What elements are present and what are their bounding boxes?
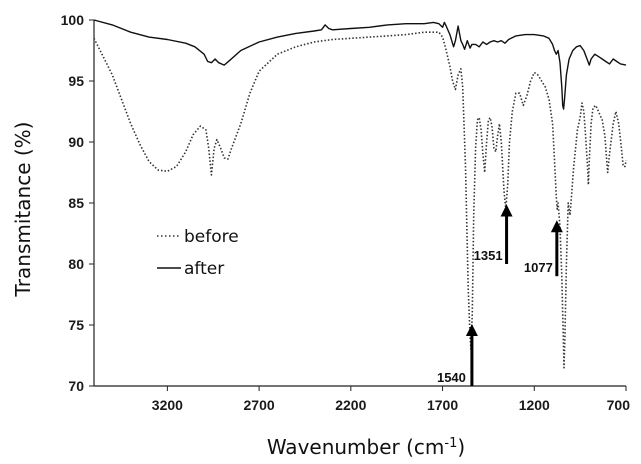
x-axis-title-sup: -1 <box>444 436 457 451</box>
y-tick-label: 85 <box>68 195 84 211</box>
y-ticks: 70 75 80 85 90 95 100 <box>61 12 94 394</box>
legend-label-after: after <box>184 259 224 279</box>
axes <box>93 20 626 387</box>
annotation-arrow-head <box>500 204 513 217</box>
y-tick-label: 75 <box>68 317 84 333</box>
x-tick-label: 1700 <box>427 397 458 413</box>
x-tick-label: 1200 <box>519 397 550 413</box>
series-line-after <box>93 19 627 110</box>
x-tick-label: 2200 <box>335 397 366 413</box>
y-tick-label: 95 <box>68 73 84 89</box>
legend-label-before: before <box>184 227 239 247</box>
peak-annotations: 1540 1351 1077 <box>437 204 563 386</box>
legend: before after <box>157 227 239 279</box>
annotation-label: 1077 <box>524 260 553 275</box>
y-tick-label: 100 <box>61 12 85 28</box>
y-axis-title: Transmitance (%) <box>11 122 35 298</box>
y-tick-label: 70 <box>68 378 84 394</box>
y-tick-label: 80 <box>68 256 84 272</box>
annotation-label: 1540 <box>437 370 466 385</box>
annotation-arrow-head <box>550 220 563 233</box>
series-lines <box>93 19 627 369</box>
x-ticks: 3200 2700 2200 1700 1200 700 <box>152 386 630 413</box>
annotation-label: 1351 <box>474 248 503 263</box>
series-line-before <box>93 31 627 369</box>
y-tick-label: 90 <box>68 134 84 150</box>
x-tick-label: 2700 <box>244 397 275 413</box>
x-axis-title: Wavenumber (cm-1) <box>267 435 465 459</box>
x-tick-label: 700 <box>607 397 631 413</box>
x-tick-label: 3200 <box>152 397 183 413</box>
x-axis-title-suffix: ) <box>457 435 465 459</box>
x-axis-title-main: Wavenumber (cm <box>267 435 445 459</box>
annotation-arrow-head <box>465 324 478 336</box>
